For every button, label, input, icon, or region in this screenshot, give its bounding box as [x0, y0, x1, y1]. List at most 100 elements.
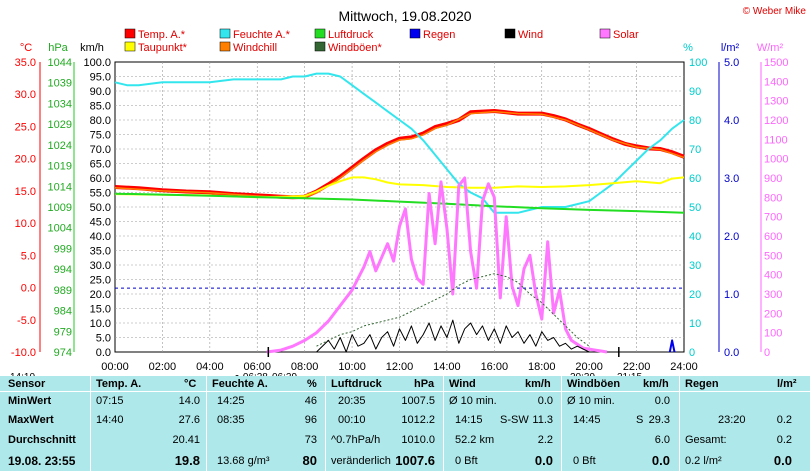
series-line [668, 339, 676, 353]
header-rain: Regen [685, 378, 719, 390]
solar-tick-label: 500 [764, 250, 782, 262]
wind-day-avg: 2.2 [537, 434, 553, 446]
temp-tick-label: 35.0 [15, 57, 36, 69]
legend-label: Windböen* [328, 42, 383, 54]
rain-tick-label: 3.0 [724, 173, 739, 185]
wind-tick-label: 10.0 [90, 318, 111, 330]
header-gust-unit: km/h [643, 378, 669, 390]
solar-axis-unit: W/m² [757, 42, 784, 54]
header-humidity: Feuchte A. [212, 378, 268, 390]
legend-swatch [219, 41, 231, 52]
humidity-tick-label: 30 [689, 260, 701, 272]
legend-swatch [504, 28, 516, 39]
x-axis-ticks: 00:00 02:00 04:00 06:00 08:00 10:00 12:00 14:00… [101, 361, 698, 373]
x-tick-label: 12:00 [386, 361, 414, 373]
pressure-tick-label: 979 [54, 326, 72, 338]
legend-swatch [219, 28, 231, 39]
sun-events: 14:10 ● 06:28 06:29 20:39 21:15 [10, 347, 642, 376]
solar-tick-label: 1000 [764, 154, 788, 166]
copyright-label: © Weber Mike [743, 6, 807, 17]
legend-swatch [409, 28, 421, 39]
pressure-axis-unit: hPa [48, 42, 68, 54]
row-label-max: MaxWert [8, 414, 54, 426]
gust-beaufort: 0 Bft [573, 455, 596, 467]
solar-tick-label: 1300 [764, 96, 788, 108]
legend-label: Taupunkt* [138, 42, 188, 54]
legend-swatch [124, 41, 136, 52]
temp-min-time: 07:15 [96, 395, 124, 407]
humidity-tick-label: 100 [689, 57, 707, 69]
solar-tick-label: 200 [764, 308, 782, 320]
weather-chart: Mittwoch, 19.08.2020 © Weber Mike Temp. … [10, 6, 807, 376]
gust-max-time: 14:45 [573, 414, 601, 426]
solar-tick-label: 0 [764, 347, 770, 359]
legend-swatch [314, 41, 326, 52]
pressure-tick-label: 984 [54, 306, 72, 318]
header-wind: Wind [449, 378, 476, 390]
hum-min-time: 14:25 [217, 395, 245, 407]
statistics-table: Sensor Temp. A. °C Feuchte A. % Luftdruc… [0, 376, 810, 471]
solar-tick-label: 1400 [764, 76, 788, 88]
wind-tick-label: 15.0 [90, 304, 111, 316]
humidity-tick-label: 50 [689, 202, 701, 214]
wind-avg-label: Ø 10 min. [449, 395, 497, 407]
row-label-now: 19.08. 23:55 [8, 454, 76, 468]
gust-avg-label: Ø 10 min. [567, 395, 615, 407]
solar-tick-label: 1500 [764, 57, 788, 69]
wind-tick-label: 90.0 [90, 86, 111, 98]
x-tick-label: 22:00 [623, 361, 651, 373]
legend-label: Wind [518, 29, 543, 41]
pressure-tick-label: 1044 [48, 57, 72, 69]
wind-tick-label: 85.0 [90, 101, 111, 113]
row-label-avg: Durchschnitt [8, 434, 76, 446]
series-line [114, 72, 685, 214]
legend-swatch [599, 28, 611, 39]
wind-tick-label: 55.0 [90, 188, 111, 200]
gust-max-value: 29.3 [648, 414, 670, 426]
humidity-axis-unit: % [683, 42, 693, 54]
humidity-tick-label: 10 [689, 318, 701, 330]
temp-current-value: 19.8 [174, 453, 200, 468]
legend-label: Regen [423, 29, 455, 41]
rain-tick-label: 2.0 [724, 231, 739, 243]
header-temp: Temp. A. [96, 378, 142, 390]
temp-axis-unit: °C [20, 42, 32, 54]
legend-label: Luftdruck [328, 29, 374, 41]
legend-label: Windchill [233, 42, 277, 54]
wind-axis-unit: km/h [80, 42, 104, 54]
rain-tick-label: 1.0 [724, 289, 739, 301]
wind-distance: 52.2 km [455, 434, 495, 446]
temp-tick-label: 0.0 [21, 283, 36, 295]
pressure-tick-label: 1034 [48, 98, 72, 110]
hum-absolute-value: 13.68 g/m³ [217, 455, 270, 467]
legend-label: Feuchte A.* [233, 29, 291, 41]
header-rain-unit: l/m² [777, 378, 797, 390]
hum-max-time: 08:35 [217, 414, 245, 426]
hum-avg-value: 73 [304, 434, 317, 446]
wind-max-time: 14:15 [455, 414, 483, 426]
rain-total-value: 0.2 [776, 434, 792, 446]
wind-tick-label: 95.0 [90, 72, 111, 84]
rain-tick-label: 4.0 [724, 115, 739, 127]
rain-current-label: 0.2 l/m² [685, 455, 722, 467]
wind-tick-label: 100.0 [83, 57, 111, 69]
pressure-tick-label: 1019 [48, 161, 72, 173]
gust-current-value: 0.0 [651, 453, 670, 468]
wind-current-value: 0.0 [534, 453, 553, 468]
chart-legend: Temp. A.* Feuchte A.* Luftdruck Regen Wind So… [124, 28, 639, 54]
press-trend-text: veränderlich [331, 455, 391, 467]
axis-units: °C hPa km/h% l/m² W/m² [20, 42, 784, 54]
x-tick-label: 24:00 [670, 361, 698, 373]
pressure-tick-label: 1004 [48, 223, 72, 235]
header-pressure-unit: hPa [414, 378, 435, 390]
wind-max-direction: S-SW [500, 414, 529, 426]
chart-series [114, 72, 685, 354]
wind-max-value: 11.3 [532, 414, 553, 426]
press-min-time: 20:35 [338, 395, 366, 407]
solar-tick-label: 1200 [764, 115, 788, 127]
right-axes: 10090807060504030201005.04.03.02.01.00.0… [689, 57, 788, 359]
legend-swatch [314, 28, 326, 39]
humidity-tick-label: 90 [689, 86, 701, 98]
wind-tick-label: 35.0 [90, 246, 111, 258]
wind-tick-label: 50.0 [90, 202, 111, 214]
